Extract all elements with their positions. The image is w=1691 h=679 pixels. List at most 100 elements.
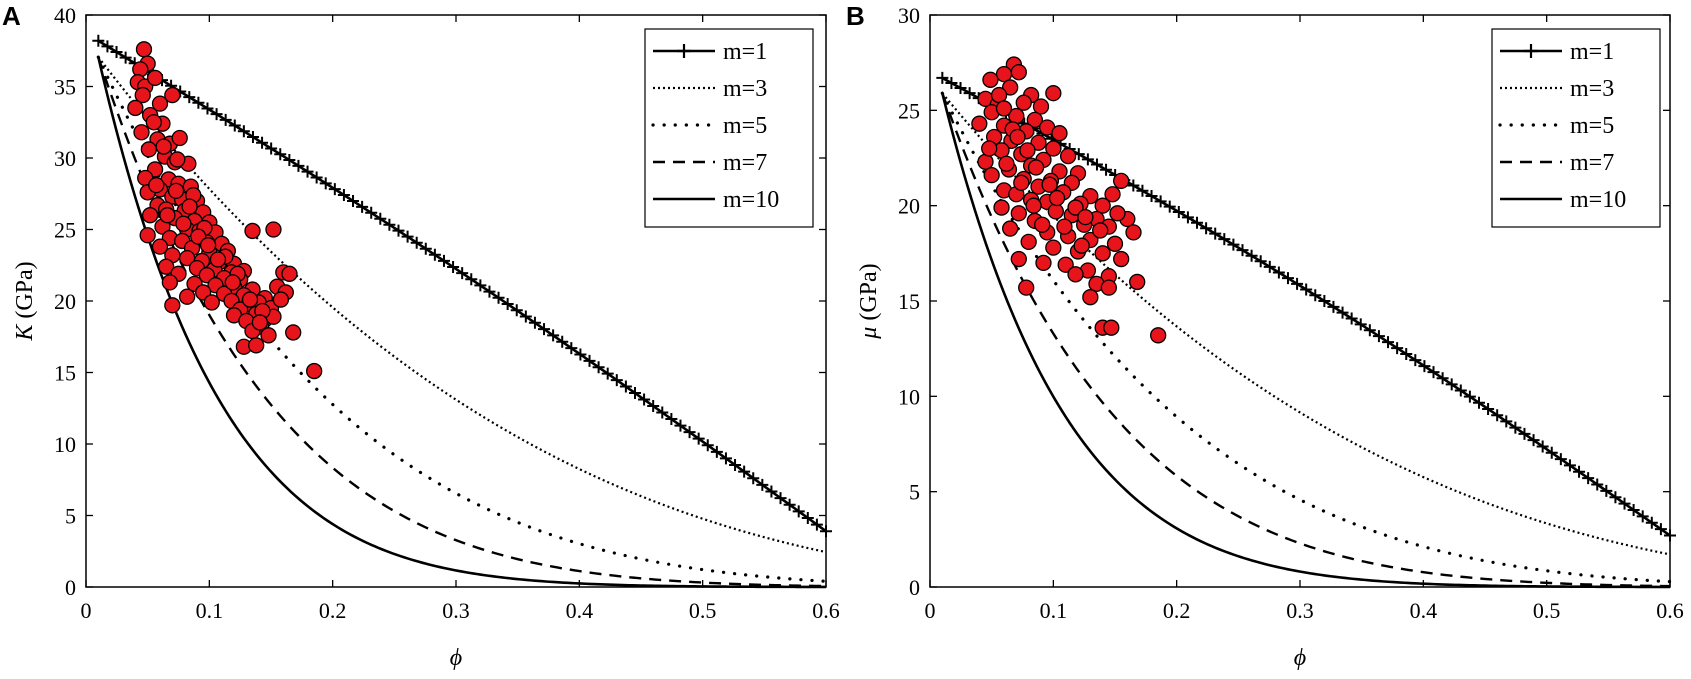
panel-a-scatter-point [151, 238, 169, 255]
panel-a-curve-m1-marker [265, 142, 278, 155]
panel-b-scatter-point [1056, 218, 1073, 235]
panel-a-curve-m1-marker [492, 291, 505, 304]
panel-a-curve-m1-marker [365, 206, 378, 219]
panel-b-scatter-point [1150, 327, 1167, 344]
panel-a-curves [92, 34, 832, 589]
panel-b-scatter-point [1057, 256, 1074, 273]
panel-b-scatter-point [1100, 279, 1117, 296]
panel-a-scatter-point [209, 251, 227, 268]
panel-a-curve-m1-marker [110, 45, 123, 58]
panel-a-y-tick-label: 10 [54, 432, 76, 457]
panel-b-curve-m1-marker [1436, 372, 1449, 385]
panel-a-scatter-point [169, 151, 186, 168]
panel-a-curve-m1-marker [710, 445, 723, 458]
panel-a-scatter-point [146, 69, 164, 87]
panel-a-curve-m1-marker [674, 419, 687, 432]
panel-b-curve-m1-marker [1181, 211, 1194, 224]
panel-b-scatter-point [1106, 235, 1124, 252]
panel-a-curve-m1-marker [228, 119, 241, 132]
panel-a-scatter-point [199, 237, 217, 254]
panel-b-curve-m1-marker [1645, 516, 1658, 529]
panel-a-scatter-point [158, 258, 175, 275]
panel-b-legend-label-m5: m=5 [1570, 113, 1614, 139]
panel-a-curve-m1-marker [810, 518, 823, 531]
panel-a-curve-m1-marker [756, 478, 769, 491]
panel-a-y-tick-label: 25 [54, 218, 76, 243]
panel-b-curve-m1-marker [1591, 478, 1604, 491]
panel-a-legend-label-m5: m=5 [723, 113, 767, 139]
panel-b-curve-m1-marker [1636, 510, 1649, 523]
panel-a-x-tick-label: 0.5 [689, 598, 717, 623]
panel-a-curve-m1-marker [465, 273, 478, 286]
panel-a-curve-m1-marker [474, 279, 487, 292]
panel-b-scatter-point [1009, 128, 1026, 146]
panel-b-scatter-point [995, 100, 1013, 117]
panel-b-scatter-point [1030, 134, 1047, 151]
panel-a-scatter-point [203, 294, 220, 311]
panel-a-scatter-point [285, 324, 302, 341]
panel-a-ticks: 0 0.1 0.2 0.3 0.4 0.5 0.6 0 5 10 15 20 25 30 35 40 [54, 3, 840, 623]
panel-a-legend-label-m3: m=3 [723, 76, 767, 102]
panel-b-scatter-point [1010, 250, 1027, 268]
panel-b-curve-m1-marker [1200, 222, 1213, 235]
panel-a-curve-m1-marker [592, 361, 605, 374]
panel-b-legend-box [1491, 28, 1661, 228]
panel-b-curve-m1-marker [1654, 523, 1667, 536]
panel-b-curve-m1-marker [1391, 342, 1404, 355]
panel-b-curve-m7 [941, 92, 1671, 588]
panel-b-curve-m1-marker [1600, 484, 1613, 497]
panel-b-curve-m1-marker [1463, 390, 1476, 403]
panel-b-curve-m1-marker [1409, 354, 1422, 367]
panel-b-scatter-point [1041, 176, 1058, 193]
panel-a-scatter-point [178, 288, 196, 305]
panel-b-curve-m1-marker [1563, 459, 1576, 472]
panel-b-curve-m1-marker [1545, 446, 1558, 459]
panel-b-curve-m1-marker [1363, 324, 1376, 337]
panel-b-scatter-point [1013, 174, 1030, 191]
panel-a-curve-m1-marker [665, 413, 678, 426]
panel-b-scatter-point [1002, 220, 1019, 237]
panel-a-curve-m1-marker [92, 34, 105, 47]
panel-b-curve-m1-marker [1272, 266, 1285, 279]
panel-b-scatter-point [981, 140, 998, 157]
panel-a-curve-m1-marker [292, 159, 305, 172]
panel-a-scatter-point [224, 274, 241, 291]
panel-b-curve-m1-marker [1518, 427, 1531, 440]
panel-b-y-tick-label: 5 [909, 480, 920, 505]
panel-b-y-tick-label: 15 [898, 289, 920, 314]
panel-b-scatter-point [1109, 205, 1126, 222]
panel-a-curve-m1-marker [256, 136, 269, 149]
panel-b-scatter-point [1035, 254, 1052, 272]
panel-b-curve-m1-marker [954, 82, 967, 95]
panel-b-scatter-point [983, 167, 1000, 184]
panel-a-scatter-point [164, 297, 181, 314]
panel-b-scatter-point [1104, 186, 1121, 203]
panel-a-curve-m1-marker [801, 511, 814, 524]
panel-b-curve-m1-marker [1527, 434, 1540, 447]
panel-b-scatter-point [1051, 125, 1068, 142]
panel-b-curve-m1-marker [1372, 330, 1385, 343]
panel-a-scatter-point [248, 337, 265, 354]
panel-b-scatter-point [1027, 159, 1045, 176]
panel-b-scatter-point [1094, 197, 1111, 214]
panel-b-scatter-point [1010, 64, 1027, 81]
panel-b-curve-m1-marker [1500, 415, 1513, 428]
panel-a-curve-m1-marker [628, 387, 641, 400]
panel-a-scatter-point [171, 129, 188, 147]
panel-b-curve-m1-marker [1509, 421, 1522, 434]
panel-b-y-tick-label: 20 [898, 194, 920, 219]
panel-a-curve-m1-marker [456, 267, 469, 280]
panel-b-scatter-point [1034, 216, 1051, 233]
panel-a-curve-m1-marker [347, 194, 360, 207]
panel-a-curve-m1-marker [774, 492, 787, 505]
panel-b-curve-m1-marker [1536, 440, 1549, 453]
panel-a-scatter-point [148, 177, 165, 194]
panel-a-curve-m1-marker [610, 374, 623, 387]
panel-b-curve-m1-marker [1309, 289, 1322, 302]
panel-b-curve-m1-marker [1573, 465, 1586, 478]
panel-a-legend-label-m10: m=10 [723, 187, 779, 213]
panel-b-curve-m1-marker [1609, 491, 1622, 504]
panel-b-x-tick-label: 0.5 [1533, 598, 1561, 623]
panel-b-scatter-point [1048, 189, 1066, 207]
panel-a-curve-m1-marker [210, 108, 223, 121]
